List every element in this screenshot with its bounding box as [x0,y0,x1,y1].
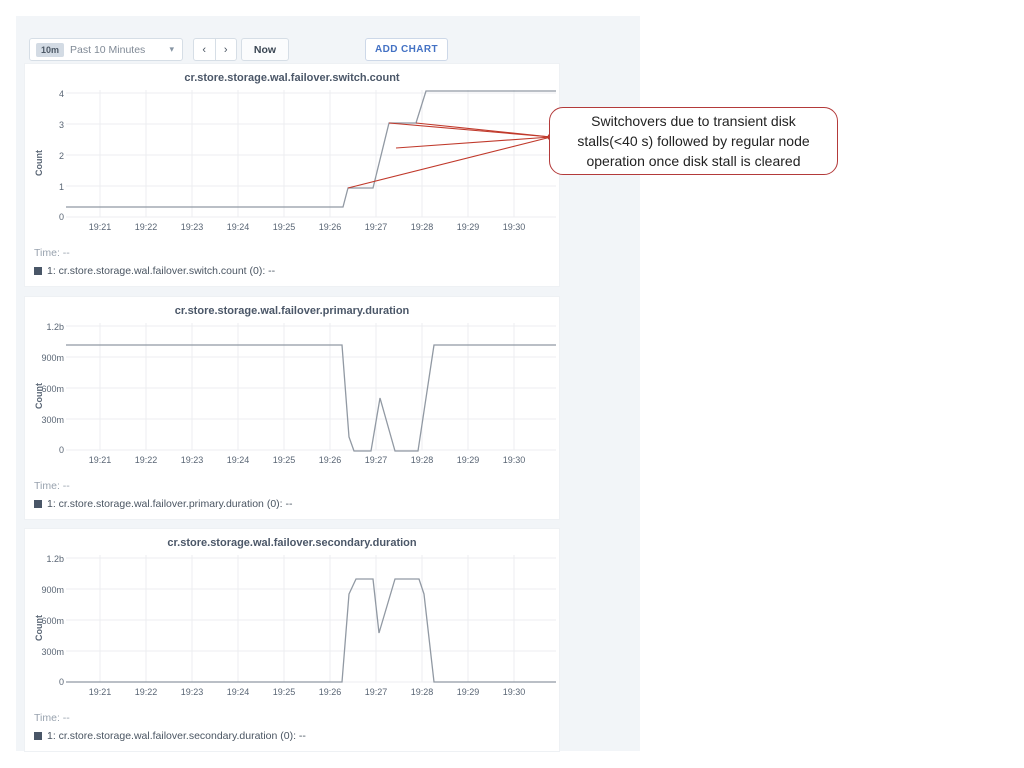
svg-text:19:29: 19:29 [457,222,480,232]
svg-text:19:27: 19:27 [365,222,388,232]
svg-text:600m: 600m [41,616,64,626]
svg-text:19:28: 19:28 [411,455,434,465]
svg-text:19:25: 19:25 [273,687,296,697]
svg-text:300m: 300m [41,415,64,425]
svg-text:19:27: 19:27 [365,455,388,465]
svg-text:19:28: 19:28 [411,687,434,697]
svg-text:19:29: 19:29 [457,687,480,697]
svg-text:19:28: 19:28 [411,222,434,232]
svg-text:19:26: 19:26 [319,455,342,465]
svg-text:1.2b: 1.2b [46,554,64,564]
svg-text:19:24: 19:24 [227,455,250,465]
svg-text:19:21: 19:21 [89,687,112,697]
svg-text:600m: 600m [41,384,64,394]
svg-text:19:21: 19:21 [89,455,112,465]
svg-text:19:30: 19:30 [503,455,526,465]
svg-text:19:23: 19:23 [181,455,204,465]
svg-text:0: 0 [59,677,64,687]
svg-text:19:27: 19:27 [365,687,388,697]
svg-text:19:26: 19:26 [319,687,342,697]
svg-text:2: 2 [59,151,64,161]
svg-text:1: 1 [59,182,64,192]
svg-text:19:23: 19:23 [181,687,204,697]
svg-text:19:22: 19:22 [135,687,158,697]
svg-text:0: 0 [59,212,64,222]
svg-text:19:25: 19:25 [273,222,296,232]
svg-text:1.2b: 1.2b [46,322,64,332]
svg-text:900m: 900m [41,353,64,363]
svg-text:19:21: 19:21 [89,222,112,232]
svg-text:19:30: 19:30 [503,222,526,232]
svg-text:19:29: 19:29 [457,455,480,465]
svg-text:19:24: 19:24 [227,687,250,697]
svg-text:19:22: 19:22 [135,455,158,465]
svg-text:19:30: 19:30 [503,687,526,697]
svg-text:19:25: 19:25 [273,455,296,465]
svg-text:4: 4 [59,89,64,99]
svg-text:3: 3 [59,120,64,130]
svg-text:19:23: 19:23 [181,222,204,232]
svg-text:19:22: 19:22 [135,222,158,232]
svg-text:19:24: 19:24 [227,222,250,232]
svg-text:300m: 300m [41,647,64,657]
svg-text:19:26: 19:26 [319,222,342,232]
svg-text:0: 0 [59,445,64,455]
svg-text:900m: 900m [41,585,64,595]
